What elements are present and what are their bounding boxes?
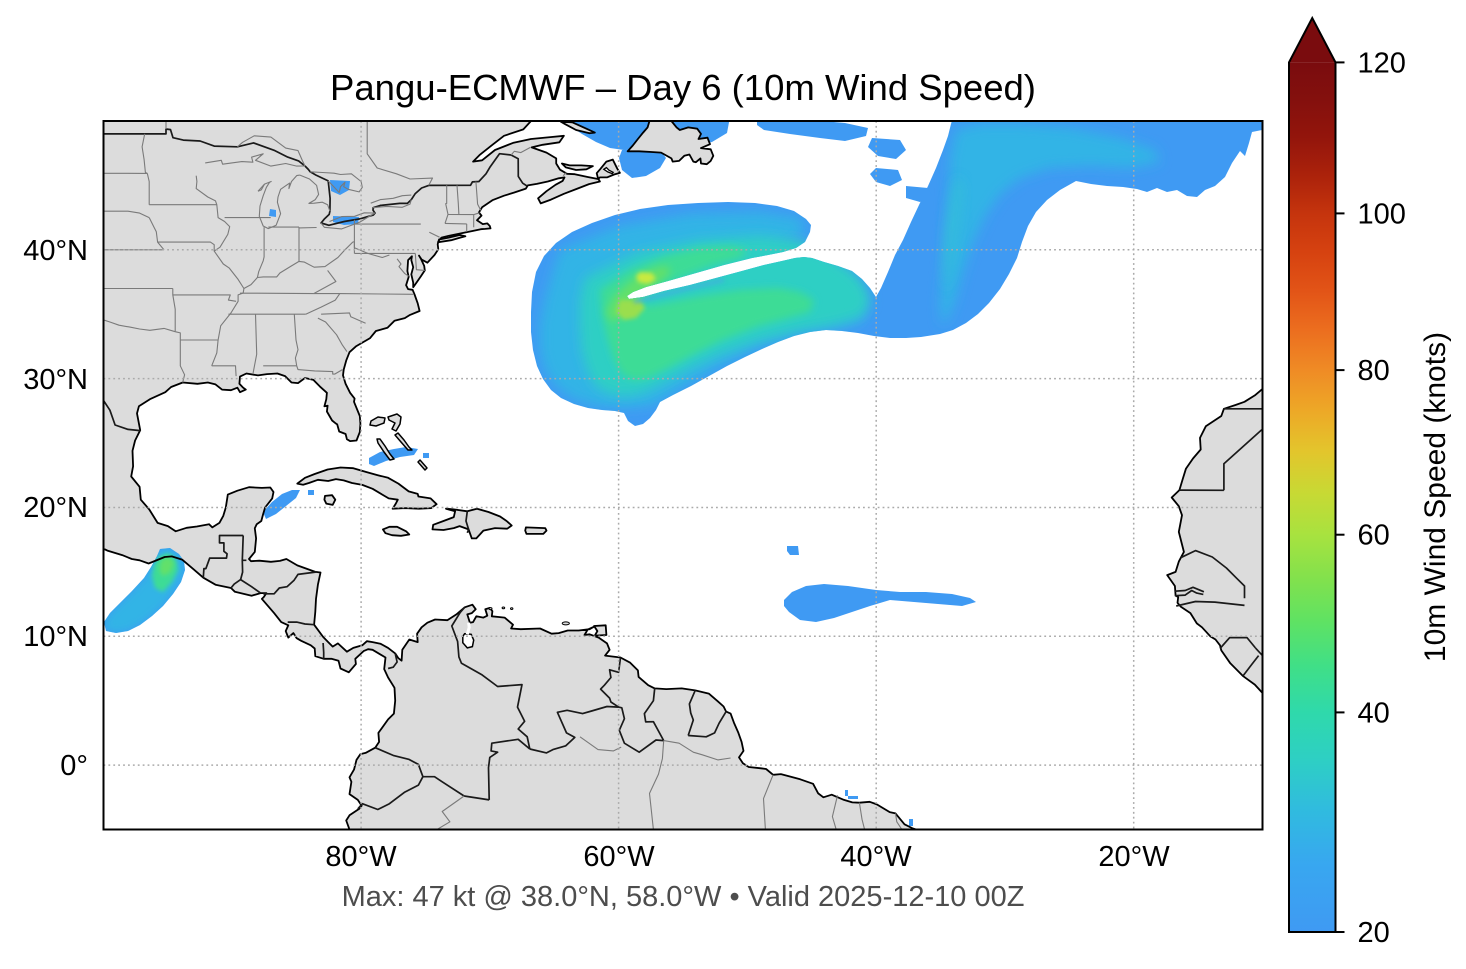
svg-text:20°W: 20°W	[1098, 841, 1170, 873]
svg-text:10m Wind Speed (knots): 10m Wind Speed (knots)	[1419, 332, 1452, 662]
svg-text:100: 100	[1358, 198, 1406, 230]
svg-text:120: 120	[1358, 47, 1406, 79]
svg-text:80°W: 80°W	[325, 841, 397, 873]
svg-text:Max: 47 kt @ 38.0°N, 58.0°W •: Max: 47 kt @ 38.0°N, 58.0°W • Valid 2025…	[342, 881, 1025, 913]
svg-text:20°N: 20°N	[23, 492, 88, 524]
svg-text:10°N: 10°N	[23, 621, 88, 653]
svg-text:30°N: 30°N	[23, 364, 88, 396]
svg-text:40: 40	[1358, 697, 1390, 729]
svg-text:40°N: 40°N	[23, 235, 88, 267]
svg-text:60: 60	[1358, 520, 1390, 552]
svg-text:0°: 0°	[60, 750, 88, 782]
svg-text:80: 80	[1358, 355, 1390, 387]
svg-text:20: 20	[1358, 917, 1390, 949]
svg-text:40°W: 40°W	[840, 841, 912, 873]
svg-text:60°W: 60°W	[583, 841, 655, 873]
svg-text:Pangu-ECMWF – Day 6 (10m Wind: Pangu-ECMWF – Day 6 (10m Wind Speed)	[330, 67, 1036, 108]
